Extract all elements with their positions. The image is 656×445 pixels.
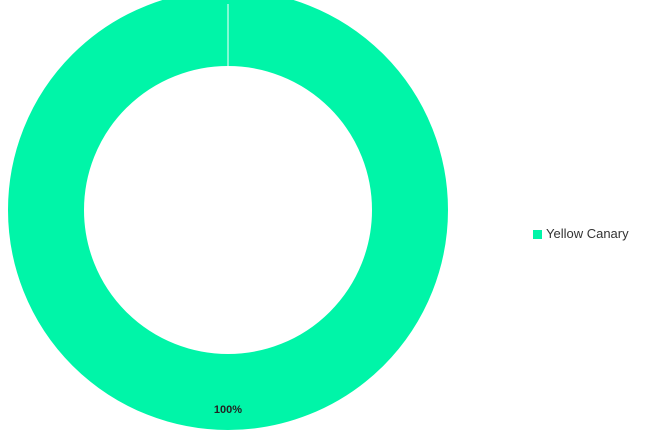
donut-slices xyxy=(8,0,448,430)
legend-label-yellow-canary: Yellow Canary xyxy=(546,226,629,241)
slice-yellow-canary xyxy=(8,0,448,430)
data-label-yellow-canary: 100% xyxy=(214,404,242,416)
legend-swatch-yellow-canary xyxy=(533,229,542,239)
legend: Yellow Canary xyxy=(533,226,629,242)
